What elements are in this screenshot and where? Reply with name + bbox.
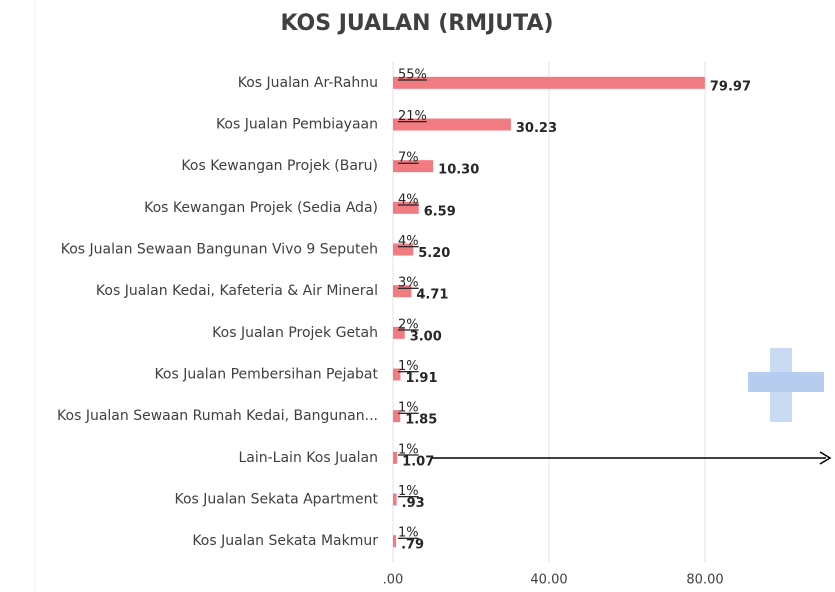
bar (393, 535, 397, 548)
x-tick-label: .00 (383, 573, 404, 588)
percent-label: 1% (398, 359, 419, 374)
percent-label: 21% (398, 109, 427, 124)
chart-title: KOS JUALAN (RMJUTA) (280, 11, 553, 36)
x-tick-label: 80.00 (686, 573, 723, 588)
value-label: 6.59 (424, 204, 456, 219)
bar (393, 285, 412, 298)
bar (393, 201, 419, 214)
value-label: 30.23 (516, 121, 557, 136)
percent-label: 1% (398, 526, 419, 541)
y-tick-label: Kos Jualan Pembersihan Pejabat (154, 367, 378, 383)
y-tick-label: Kos Jualan Projek Getah (212, 325, 378, 341)
bar (393, 410, 401, 423)
percent-label: 1% (398, 484, 419, 499)
marks: Kos Jualan Ar-Rahnu 79.97 55% Kos Jualan Pe… (57, 67, 751, 552)
percent-label: 3% (398, 276, 419, 291)
plus-icon (748, 348, 824, 422)
percent-label: 2% (398, 317, 419, 332)
bar (393, 493, 397, 506)
value-label: 3.00 (410, 329, 442, 344)
value-label: 1.91 (405, 371, 437, 386)
bar (393, 118, 511, 131)
value-label: .93 (402, 496, 425, 511)
y-tick-label: Kos Jualan Pembiayaan (216, 117, 378, 133)
percent-label: 55% (398, 67, 427, 82)
x-tick-label: 40.00 (530, 573, 567, 588)
value-label: 1.07 (402, 454, 434, 469)
y-tick-label: Lain-Lain Kos Jualan (238, 450, 378, 466)
y-tick-label: Kos Jualan Sekata Makmur (192, 533, 378, 549)
y-tick-label: Kos Jualan Sewaan Bangunan Vivo 9 Sepute… (61, 242, 378, 258)
percent-label: 1% (398, 442, 419, 457)
y-tick-label: Kos Kewangan Projek (Sedia Ada) (144, 200, 378, 216)
arrow-head (819, 451, 832, 465)
percent-label: 4% (398, 192, 419, 207)
percent-label: 7% (398, 151, 419, 166)
y-tick-label: Kos Jualan Kedai, Kafeteria & Air Minera… (96, 283, 378, 299)
grid: .00 40.00 80.00 (383, 62, 724, 588)
y-tick-label: Kos Kewangan Projek (Baru) (181, 158, 378, 174)
value-label: 5.20 (418, 246, 450, 261)
percent-label: 4% (398, 234, 419, 249)
percent-label: 1% (398, 401, 419, 416)
value-label: 79.97 (710, 79, 751, 94)
value-label: 4.71 (416, 288, 448, 303)
value-label: 1.85 (405, 413, 437, 428)
bar (393, 326, 405, 339)
bar (393, 76, 705, 89)
value-label: 10.30 (438, 163, 479, 178)
bar (393, 368, 401, 381)
y-tick-label: Kos Jualan Sekata Apartment (174, 492, 378, 508)
bar (393, 243, 414, 256)
value-label: .79 (401, 538, 424, 553)
y-tick-label: Kos Jualan Ar-Rahnu (238, 75, 378, 91)
bar (393, 160, 434, 173)
y-tick-label: Kos Jualan Sewaan Rumah Kedai, Bangunan.… (57, 408, 378, 424)
bar (393, 451, 398, 464)
